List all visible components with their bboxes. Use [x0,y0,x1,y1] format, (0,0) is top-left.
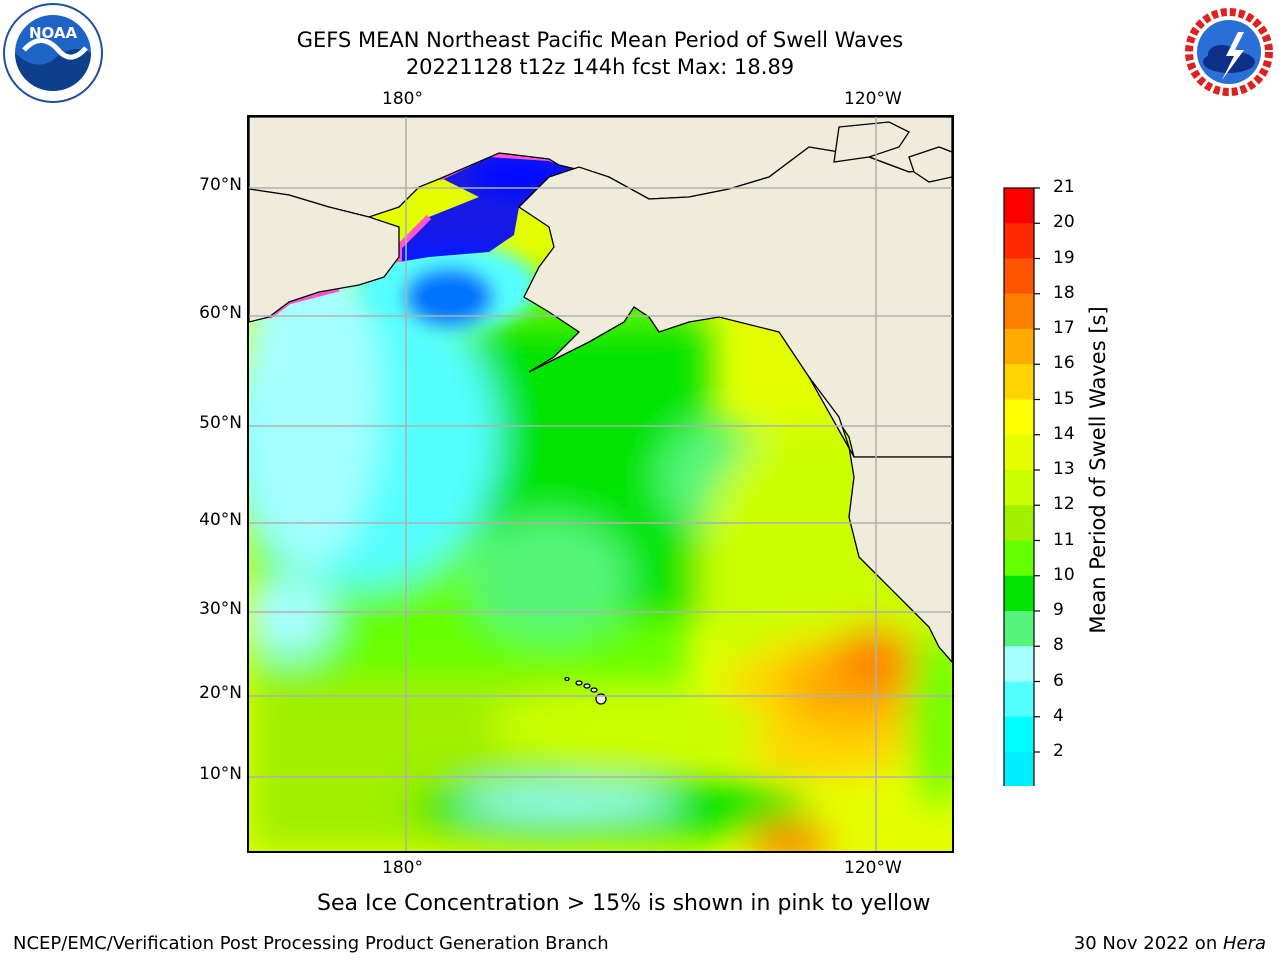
colorbar-tick-label: 15 [1053,388,1075,409]
colorbar-tick-label: 17 [1053,318,1075,338]
footer-host: Hera [1222,933,1266,954]
colorbar-tick-label: 21 [1053,177,1075,197]
colorbar-tick-label: 11 [1053,529,1075,550]
colorbar-tick-label: 12 [1053,494,1075,515]
colorbar-bin [1004,329,1034,365]
land-west-coast [808,376,952,663]
footer-date-text: 30 Nov 2022 on [1073,933,1223,954]
colorbar-bin [1004,575,1034,612]
land-canadian-islands [833,121,910,163]
colorbar-tick-label: 16 [1053,353,1075,374]
colorbar-tick-label: 9 [1053,600,1064,620]
map-canvas [249,117,952,851]
map-title-line2: 20221128 t12z 144h fcst Max: 18.89 [405,55,795,79]
lat-label-70n: 70°N [199,175,242,195]
lat-label-10n: 10°N [199,764,242,784]
nws-logo [1178,2,1280,102]
colorbar-tick-label: 6 [1053,670,1064,691]
colorbar-tick-label: 19 [1053,247,1075,268]
footer-date: 30 Nov 2022 on Hera [1074,933,1266,954]
colorbar-tick-label: 4 [1053,705,1064,726]
lon-label-bottom-120w: 120°W [844,858,902,878]
colorbar-bin [1004,399,1034,436]
colorbar-tick-label: 10 [1053,564,1075,585]
sea-ice-note: Sea Ice Concentration > 15% is shown in … [317,891,931,916]
graticule [249,117,952,851]
colorbar [1000,186,1040,852]
noaa-logo: NOAA [2,2,104,104]
colorbar-tick-label: 18 [1053,282,1075,303]
colorbar-bin [1004,258,1034,295]
map-title-line1: GEFS MEAN Northeast Pacific Mean Period … [296,28,904,52]
colorbar-bin [1004,223,1034,259]
lat-label-60n: 60°N [199,303,242,323]
colorbar-bin [1004,188,1034,224]
sea-ice-area [399,153,579,262]
colorbar-tick-label: 14 [1053,423,1075,444]
colorbar-tick-label: 2 [1053,741,1064,761]
colorbar-bin [1004,293,1034,330]
colorbar-tick-label: 20 [1053,212,1075,233]
land-siberia [249,188,400,323]
lat-label-50n: 50°N [199,413,242,433]
noaa-logo-text: NOAA [29,24,78,42]
lat-label-30n: 30°N [199,599,242,619]
swell-period-map [247,115,954,853]
colorbar-bin [1004,434,1034,471]
land-alaska [517,146,952,458]
colorbar-bin [1004,681,1034,718]
lon-label-top-120w: 120°W [844,89,902,109]
colorbar-bin [1004,752,1034,788]
colorbar-tick-label: 13 [1053,459,1075,479]
footer-credit: NCEP/EMC/Verification Post Processing Pr… [13,933,609,954]
colorbar-bin [1004,716,1034,753]
colorbar-bin [1004,611,1034,647]
colorbar-bin [1004,470,1034,506]
lon-label-top-180: 180° [382,89,423,109]
colorbar-bin [1004,364,1034,400]
colorbar-tick-label: 8 [1053,635,1064,656]
colorbar-bin [1004,540,1034,577]
colorbar-bin [1004,505,1034,541]
colorbar-title: Mean Period of Swell Waves [s] [1086,306,1110,634]
lat-label-40n: 40°N [199,510,242,530]
lon-label-bottom-180: 180° [382,858,423,878]
lat-label-20n: 20°N [199,683,242,703]
colorbar-bin [1004,646,1034,682]
